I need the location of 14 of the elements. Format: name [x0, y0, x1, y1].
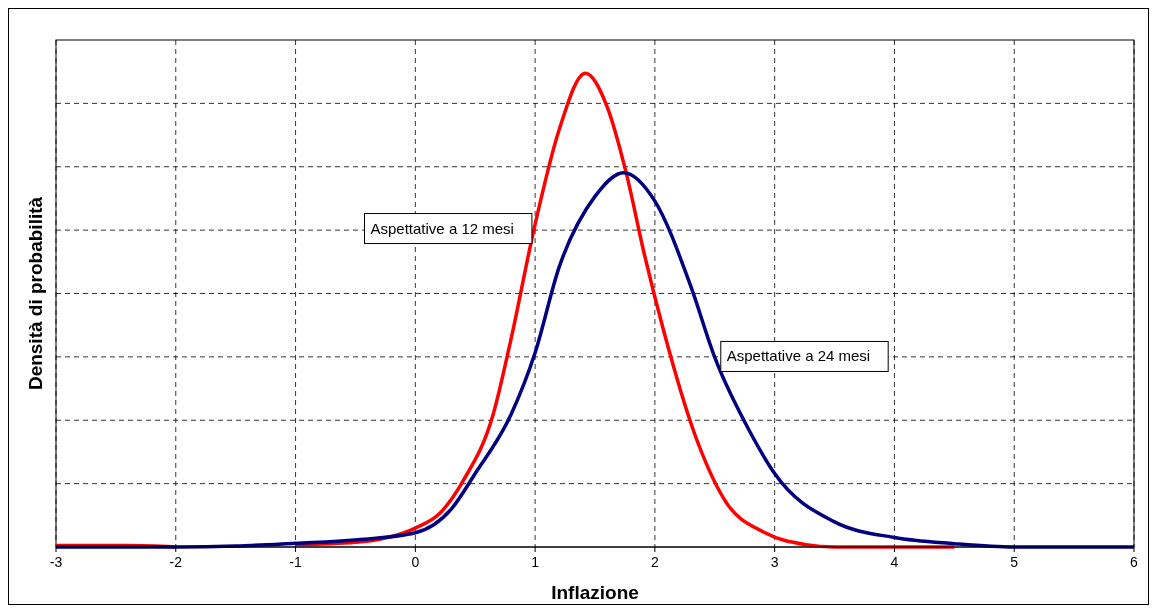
x-tick-label: 5 — [1010, 554, 1019, 570]
x-tick-label: 4 — [890, 554, 899, 570]
series-label: Aspettative a 24 mesi — [726, 347, 871, 365]
x-axis-title: Inflazione — [551, 582, 639, 603]
y-axis-title: Densità di probabilità — [25, 196, 46, 391]
x-tick-label: -3 — [49, 554, 63, 570]
x-tick-label: 6 — [1130, 554, 1139, 570]
x-tick-label: 1 — [531, 554, 540, 570]
x-tick-label: 2 — [650, 554, 659, 570]
x-tick-label: 3 — [770, 554, 779, 570]
x-tick-label: -2 — [169, 554, 183, 570]
x-tick-label: 0 — [411, 554, 420, 570]
x-tick-label: -1 — [289, 554, 302, 570]
series-label: Aspettative a 12 mesi — [370, 219, 514, 237]
